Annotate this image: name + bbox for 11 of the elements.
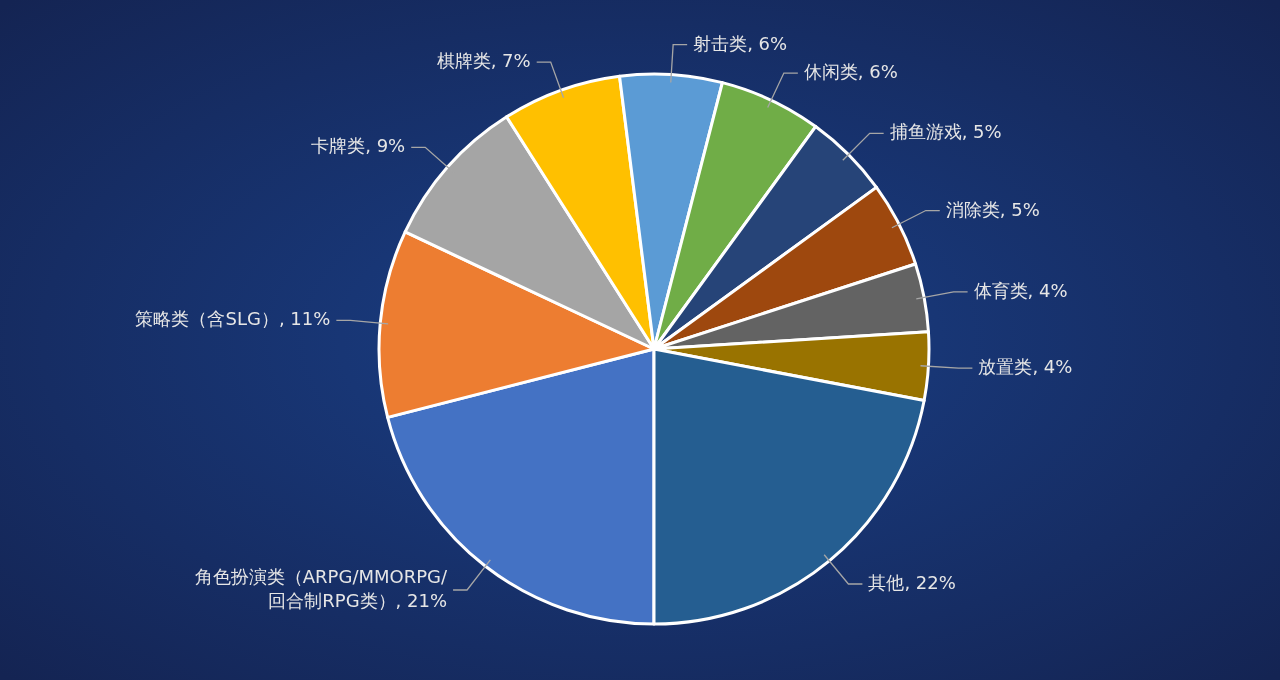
slice-label: 休闲类, 6% bbox=[803, 61, 898, 83]
slice-label: 放置类, 4% bbox=[978, 356, 1073, 378]
slice-label: 棋牌类, 7% bbox=[436, 50, 531, 72]
slice-label: 策略类（含SLG）, 11% bbox=[135, 308, 331, 330]
slice-label: 捕鱼游戏, 5% bbox=[889, 121, 1002, 143]
slice-label: 消除类, 5% bbox=[945, 198, 1040, 220]
slice-label: 其他, 22% bbox=[868, 572, 956, 594]
slice-label: 射击类, 6% bbox=[693, 32, 788, 54]
slice-label: 体育类, 4% bbox=[973, 279, 1068, 301]
slice-label: 角色扮演类（ARPG/MMORPG/回合制RPG类）, 21% bbox=[194, 566, 448, 611]
slice-label: 卡牌类, 9% bbox=[311, 135, 406, 157]
